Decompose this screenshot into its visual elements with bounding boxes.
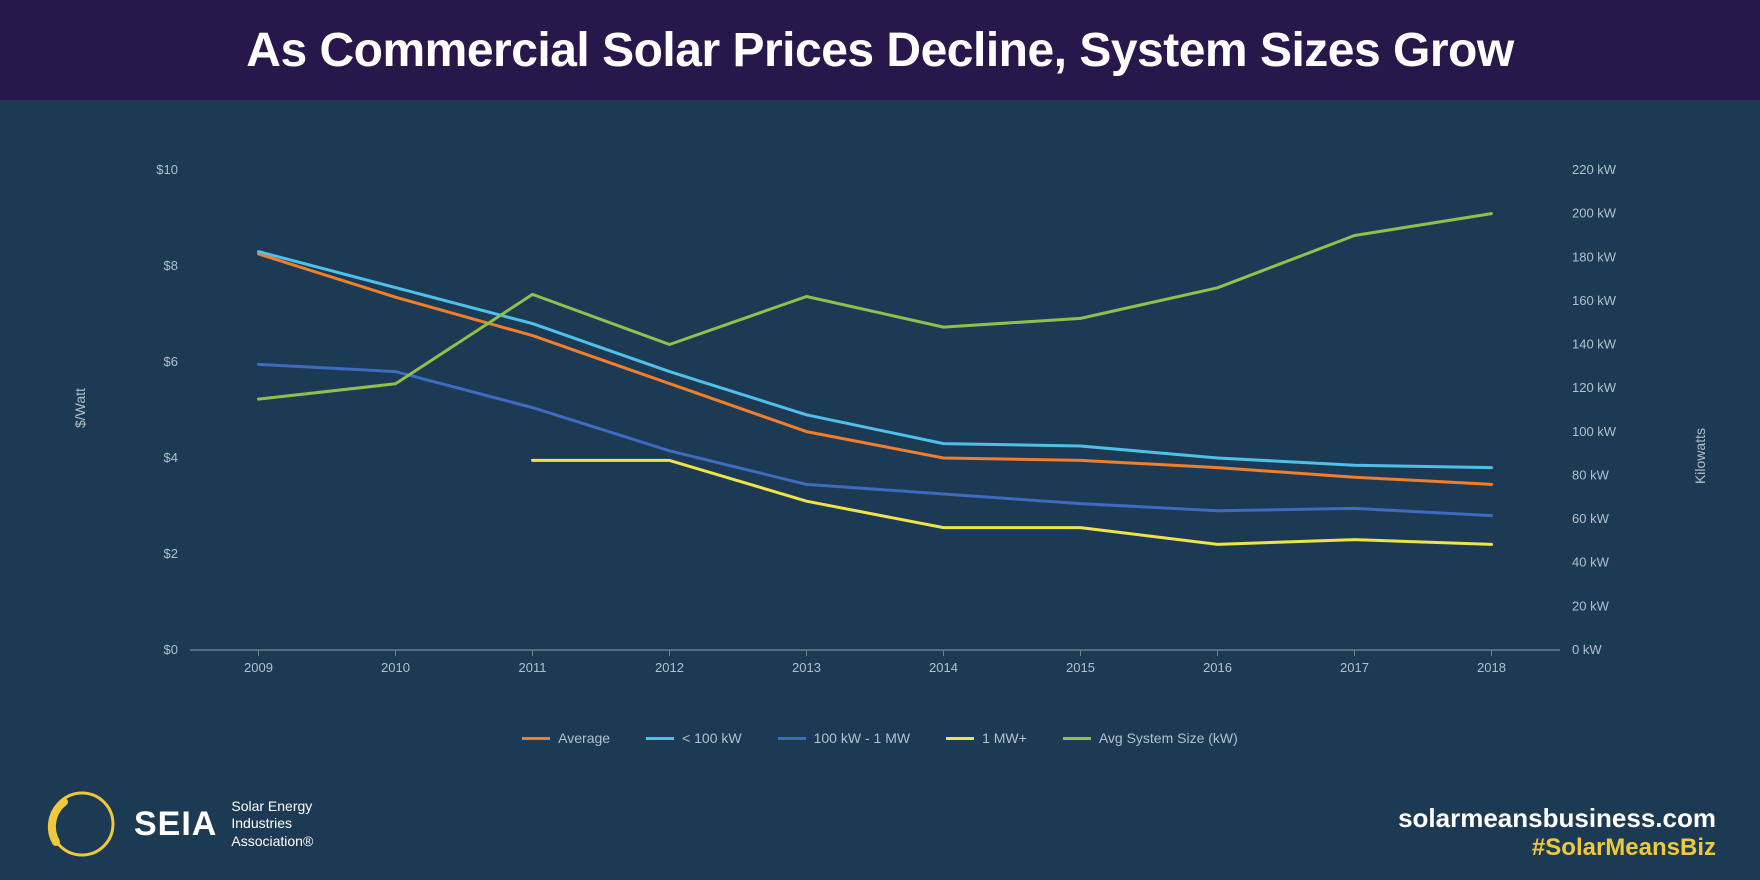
svg-text:2018: 2018	[1477, 660, 1506, 675]
legend-swatch	[778, 737, 806, 740]
svg-text:200 kW: 200 kW	[1572, 206, 1617, 221]
svg-text:60 kW: 60 kW	[1572, 511, 1610, 526]
svg-text:120 kW: 120 kW	[1572, 380, 1617, 395]
legend-item: 1 MW+	[946, 730, 1027, 746]
legend-label: 100 kW - 1 MW	[814, 730, 910, 746]
svg-text:100 kW: 100 kW	[1572, 424, 1617, 439]
series-avg-system-size-kw-	[259, 214, 1492, 400]
svg-text:2012: 2012	[655, 660, 684, 675]
series-1-mw-	[533, 460, 1492, 544]
legend-label: Avg System Size (kW)	[1099, 730, 1238, 746]
svg-text:2013: 2013	[792, 660, 821, 675]
legend: Average < 100 kW 100 kW - 1 MW 1 MW+ Avg Sys…	[0, 730, 1760, 746]
title-bar: As Commercial Solar Prices Decline, Syst…	[0, 0, 1760, 100]
svg-text:2016: 2016	[1203, 660, 1232, 675]
legend-swatch	[946, 737, 974, 740]
svg-text:2009: 2009	[244, 660, 273, 675]
svg-text:80 kW: 80 kW	[1572, 467, 1610, 482]
svg-text:220 kW: 220 kW	[1572, 162, 1617, 177]
svg-text:140 kW: 140 kW	[1572, 337, 1617, 352]
svg-text:0 kW: 0 kW	[1572, 642, 1602, 657]
logo-acronym: SEIA	[134, 805, 217, 844]
legend-label: Average	[558, 730, 610, 746]
legend-swatch	[646, 737, 674, 740]
svg-text:40 kW: 40 kW	[1572, 555, 1610, 570]
series--100-kw	[259, 252, 1492, 468]
chart-area: $0 $2 $4 $6 $8 $10 0 kW 20 kW 40 kW 60 kW 80 kW 100…	[120, 140, 1640, 720]
footer: SEIA Solar Energy Industries Association…	[0, 786, 1760, 862]
svg-text:$10: $10	[156, 162, 178, 177]
svg-text:$4: $4	[164, 450, 178, 465]
svg-text:$8: $8	[164, 258, 178, 273]
footer-url: solarmeansbusiness.com	[1398, 803, 1716, 834]
legend-label: < 100 kW	[682, 730, 742, 746]
svg-text:20 kW: 20 kW	[1572, 598, 1610, 613]
svg-text:2014: 2014	[929, 660, 958, 675]
svg-text:$0: $0	[164, 642, 178, 657]
svg-text:$6: $6	[164, 354, 178, 369]
legend-item: < 100 kW	[646, 730, 742, 746]
y-axis-left-label: $/Watt	[72, 388, 88, 428]
logo-full-name: Solar Energy Industries Association®	[231, 798, 313, 851]
footer-hashtag: #SolarMeansBiz	[1398, 834, 1716, 862]
svg-text:180 kW: 180 kW	[1572, 249, 1617, 264]
svg-text:160 kW: 160 kW	[1572, 293, 1617, 308]
legend-label: 1 MW+	[982, 730, 1027, 746]
line-chart: $0 $2 $4 $6 $8 $10 0 kW 20 kW 40 kW 60 kW 80 kW 100…	[120, 140, 1640, 720]
legend-swatch	[1063, 737, 1091, 740]
svg-text:2011: 2011	[519, 660, 547, 675]
series-average	[259, 254, 1492, 484]
page-title: As Commercial Solar Prices Decline, Syst…	[246, 23, 1513, 78]
legend-item: Average	[522, 730, 610, 746]
footer-links: solarmeansbusiness.com #SolarMeansBiz	[1398, 803, 1716, 862]
y-axis-right-label: Kilowatts	[1692, 428, 1708, 484]
svg-text:2015: 2015	[1066, 660, 1095, 675]
svg-text:2010: 2010	[381, 660, 410, 675]
legend-item: 100 kW - 1 MW	[778, 730, 910, 746]
legend-item: Avg System Size (kW)	[1063, 730, 1238, 746]
series-100-kw-1-mw	[259, 364, 1492, 515]
legend-swatch	[522, 737, 550, 740]
svg-text:2017: 2017	[1340, 660, 1369, 675]
svg-text:$2: $2	[164, 546, 178, 561]
seia-logo: SEIA Solar Energy Industries Association…	[44, 786, 313, 862]
logo-sun-icon	[44, 786, 120, 862]
